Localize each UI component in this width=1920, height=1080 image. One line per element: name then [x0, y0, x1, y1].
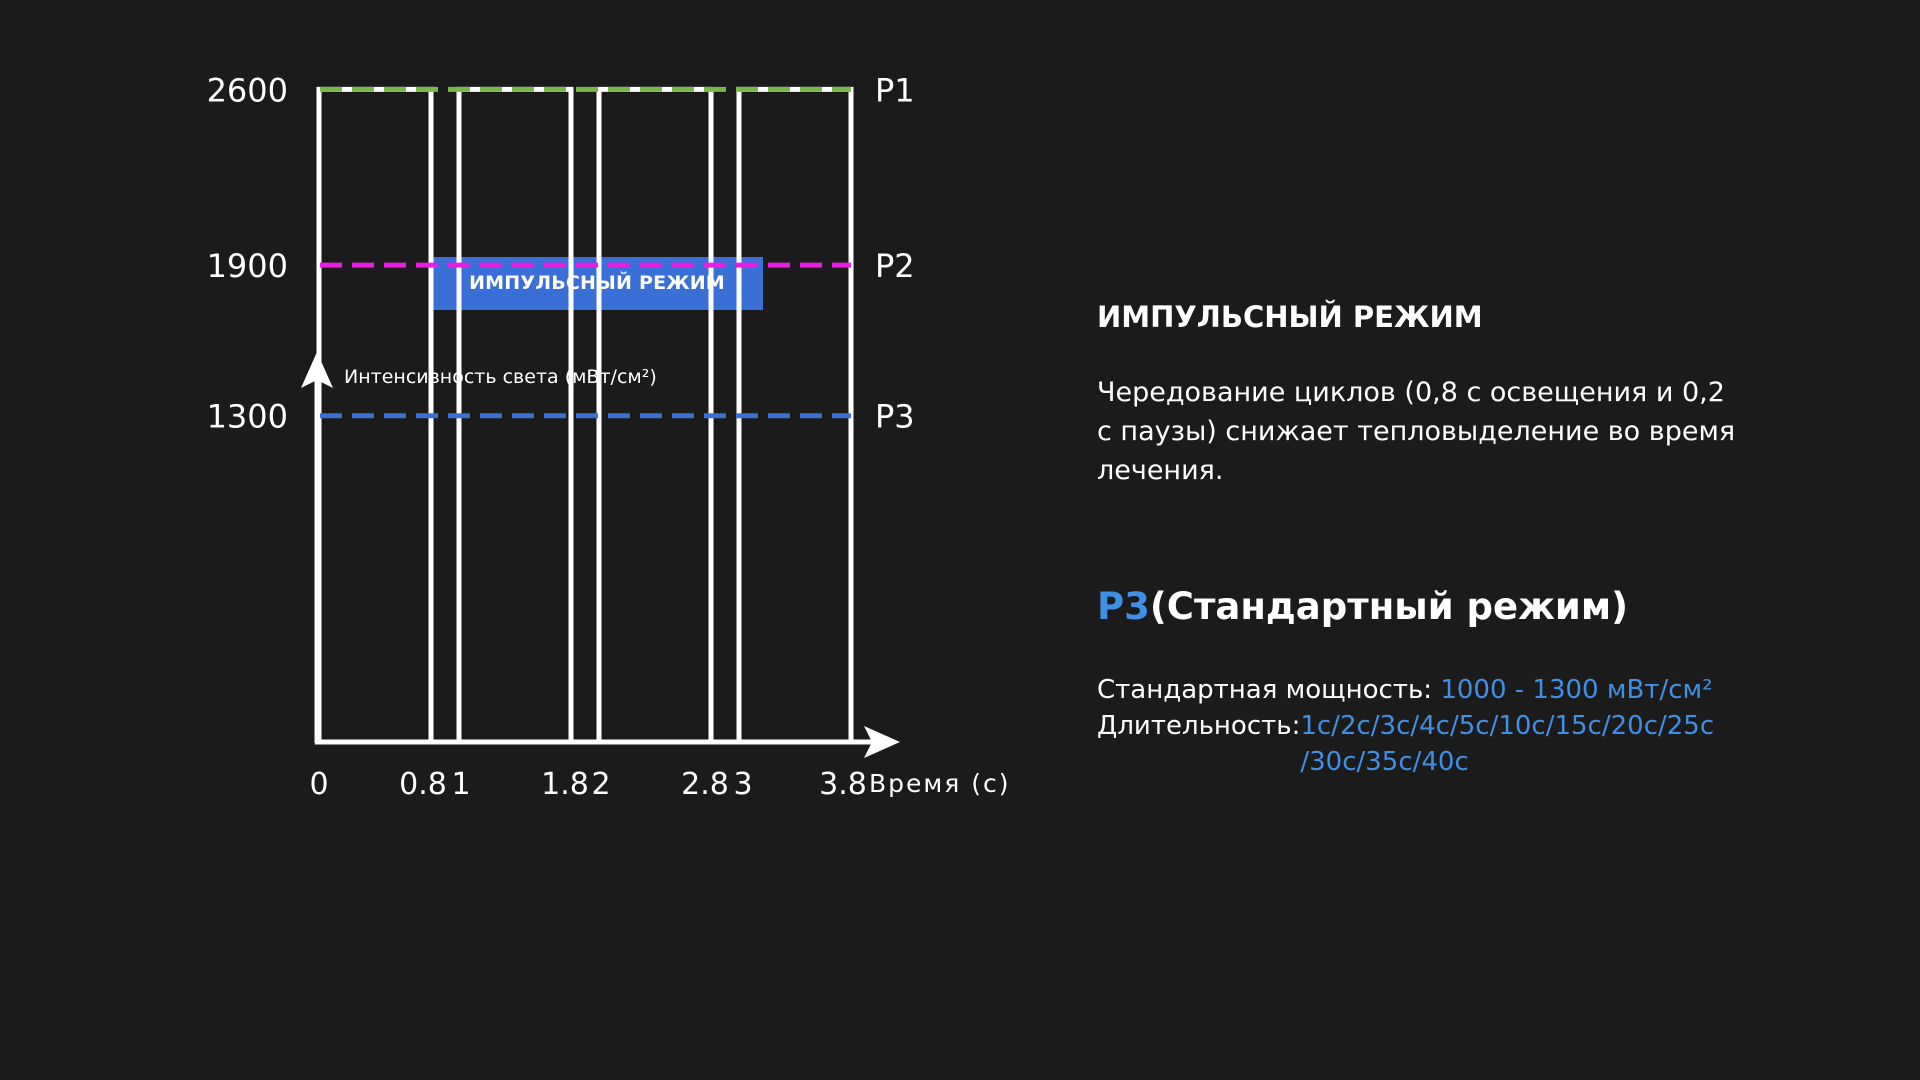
y-tick-label: 1300 [207, 398, 288, 436]
y-axis-arrow [301, 352, 333, 388]
y-tick-label: 2600 [207, 71, 288, 109]
standard-power-label: Стандартная мощность: [1097, 675, 1441, 705]
x-axis-label: Время (с) [869, 769, 1011, 798]
series-label-p1: P1 [875, 71, 915, 109]
x-tick-label: 0.8 [399, 767, 447, 802]
x-tick-label: 3 [733, 767, 752, 802]
x-tick-label: 0 [309, 767, 328, 802]
duration-label: Длительность: [1097, 711, 1301, 741]
x-tick-label: 3.8 [819, 767, 867, 802]
standard-power-value: 1000 - 1300 мВт/см² [1440, 675, 1713, 705]
x-axis-arrow [864, 726, 900, 758]
y-tick-label: 1900 [207, 247, 288, 285]
p3-mode-name: (Стандартный режим) [1149, 585, 1629, 628]
pulse-mode-chart: P1 P2 P3 2600 1900 1300 0 0.8 1 1.8 2 2.8 3 3.8 Интен… [207, 71, 1011, 802]
mode-title: ИМПУЛЬСНЫЙ РЕЖИМ [1097, 300, 1483, 334]
x-tick-label: 2.8 [681, 767, 729, 802]
standard-power-row: Стандартная мощность: 1000 - 1300 мВт/см… [1097, 672, 1713, 708]
duration-values: 1с/2с/3с/4с/5с/10с/15с/20с/25с /30с/35с/… [1300, 711, 1715, 777]
x-tick-label: 1.8 [541, 767, 589, 802]
series-label-p2: P2 [875, 247, 915, 285]
x-tick-label: 1 [451, 767, 470, 802]
p3-heading: P3(Стандартный режим) [1097, 585, 1628, 628]
mode-description: Чередование циклов (0,8 с освещения и 0,… [1097, 377, 1736, 486]
x-tick-label: 2 [591, 767, 610, 802]
series-label-p3: P3 [875, 398, 915, 436]
p3-code: P3 [1097, 585, 1150, 628]
duration-row: Длительность:1с/2с/3с/4с/5с/10с/15с/20с/… [1097, 708, 1740, 780]
y-axis-label: Интенсивность света (мВт/см²) [344, 366, 657, 388]
